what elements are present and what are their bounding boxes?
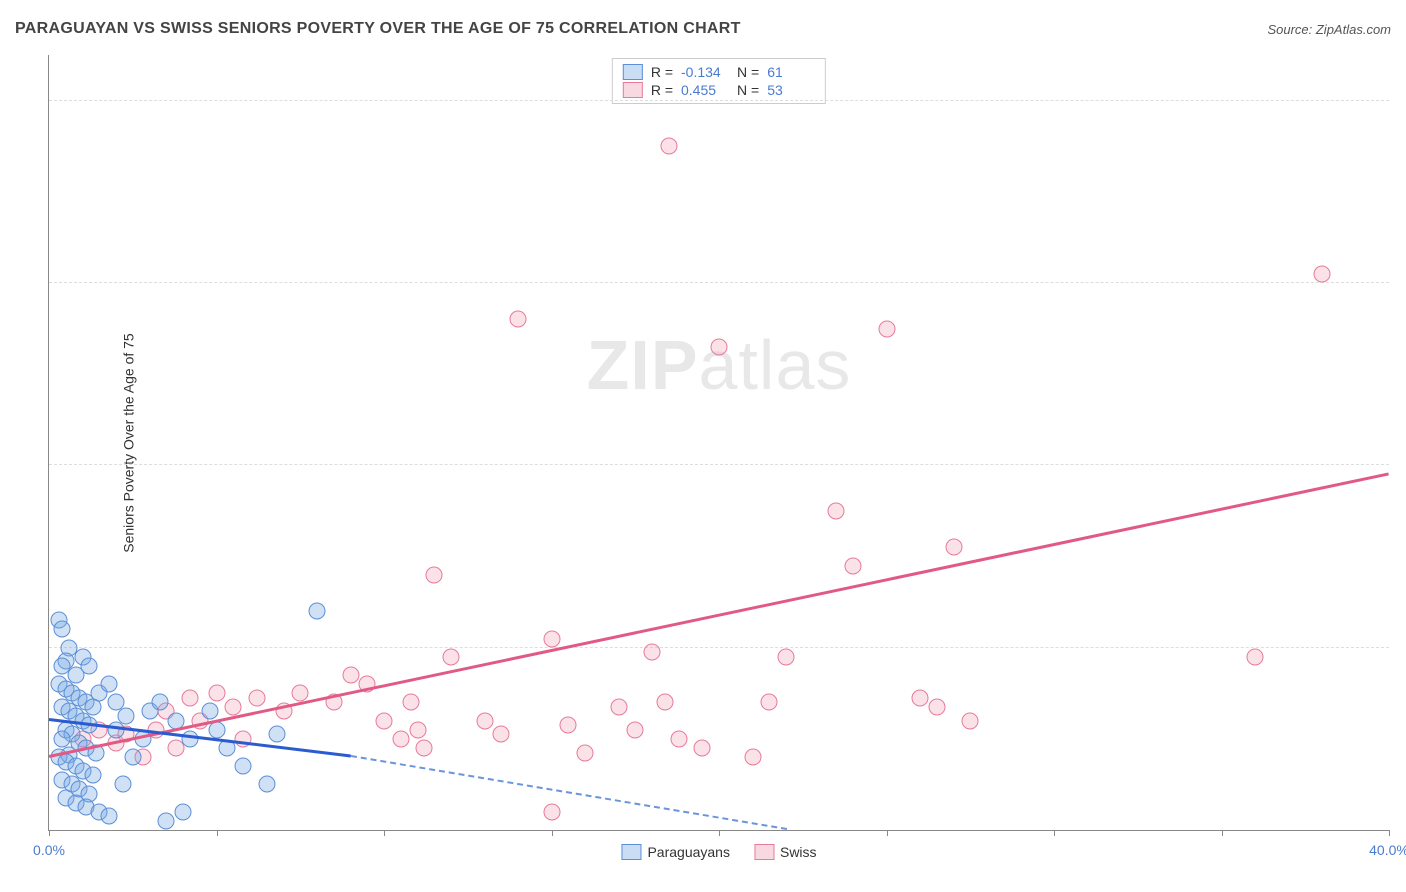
r-value: -0.134 (681, 64, 729, 80)
watermark-bold: ZIP (587, 326, 699, 404)
data-point (778, 648, 795, 665)
data-point (644, 644, 661, 661)
legend-label: Swiss (780, 844, 817, 860)
swatch-icon (621, 844, 641, 860)
data-point (610, 698, 627, 715)
data-point (54, 730, 71, 747)
data-point (258, 776, 275, 793)
data-point (208, 685, 225, 702)
x-tick (384, 830, 385, 836)
data-point (761, 694, 778, 711)
x-tick (49, 830, 50, 836)
data-point (181, 689, 198, 706)
legend-row-paraguayans: R = -0.134 N = 61 (623, 63, 815, 81)
trend-line (350, 755, 786, 830)
data-point (342, 667, 359, 684)
data-point (118, 708, 135, 725)
trend-line (49, 472, 1390, 757)
data-point (84, 767, 101, 784)
swatch-icon (754, 844, 774, 860)
data-point (510, 311, 527, 328)
data-point (1247, 648, 1264, 665)
x-tick (552, 830, 553, 836)
legend-item-swiss: Swiss (754, 844, 817, 860)
swatch-icon (623, 82, 643, 98)
gridline (49, 647, 1389, 648)
data-point (114, 776, 131, 793)
legend-row-swiss: R = 0.455 N = 53 (623, 81, 815, 99)
x-tick (1222, 830, 1223, 836)
data-point (962, 712, 979, 729)
data-point (158, 812, 175, 829)
x-tick (1389, 830, 1390, 836)
data-point (292, 685, 309, 702)
x-tick (217, 830, 218, 836)
data-point (845, 557, 862, 574)
data-point (402, 694, 419, 711)
data-point (670, 730, 687, 747)
data-point (54, 621, 71, 638)
data-point (1314, 265, 1331, 282)
data-point (208, 721, 225, 738)
n-value: 53 (767, 82, 815, 98)
data-point (657, 694, 674, 711)
x-tick (887, 830, 888, 836)
series-legend: Paraguayans Swiss (621, 844, 816, 860)
source-label: Source: ZipAtlas.com (1267, 22, 1391, 37)
data-point (181, 730, 198, 747)
data-point (416, 739, 433, 756)
scatter-chart: Seniors Poverty Over the Age of 75 ZIPat… (48, 55, 1389, 831)
gridline (49, 282, 1389, 283)
data-point (426, 566, 443, 583)
data-point (81, 657, 98, 674)
data-point (392, 730, 409, 747)
data-point (912, 689, 929, 706)
data-point (268, 726, 285, 743)
y-axis-label: Seniors Poverty Over the Age of 75 (121, 333, 137, 552)
x-tick-label: 0.0% (33, 842, 65, 858)
data-point (101, 676, 118, 693)
data-point (235, 758, 252, 775)
data-point (577, 744, 594, 761)
legend-item-paraguayans: Paraguayans (621, 844, 730, 860)
data-point (151, 694, 168, 711)
gridline (49, 464, 1389, 465)
data-point (124, 749, 141, 766)
correlation-legend: R = -0.134 N = 61 R = 0.455 N = 53 (612, 58, 826, 104)
gridline (49, 100, 1389, 101)
data-point (945, 539, 962, 556)
data-point (560, 717, 577, 734)
legend-label: Paraguayans (647, 844, 730, 860)
data-point (309, 603, 326, 620)
data-point (627, 721, 644, 738)
chart-title: PARAGUAYAN VS SWISS SENIORS POVERTY OVER… (15, 20, 741, 38)
data-point (225, 698, 242, 715)
data-point (443, 648, 460, 665)
data-point (928, 698, 945, 715)
data-point (543, 803, 560, 820)
x-tick-label: 40.0% (1369, 842, 1406, 858)
watermark: ZIPatlas (587, 325, 852, 405)
swatch-icon (623, 64, 643, 80)
data-point (711, 338, 728, 355)
data-point (201, 703, 218, 720)
x-tick (719, 830, 720, 836)
data-point (101, 808, 118, 825)
x-tick (1054, 830, 1055, 836)
r-value: 0.455 (681, 82, 729, 98)
data-point (543, 630, 560, 647)
data-point (175, 803, 192, 820)
data-point (828, 502, 845, 519)
data-point (744, 749, 761, 766)
data-point (476, 712, 493, 729)
data-point (493, 726, 510, 743)
data-point (248, 689, 265, 706)
n-value: 61 (767, 64, 815, 80)
chart-header: PARAGUAYAN VS SWISS SENIORS POVERTY OVER… (15, 20, 1391, 38)
data-point (376, 712, 393, 729)
data-point (409, 721, 426, 738)
data-point (694, 739, 711, 756)
data-point (878, 320, 895, 337)
data-point (660, 138, 677, 155)
